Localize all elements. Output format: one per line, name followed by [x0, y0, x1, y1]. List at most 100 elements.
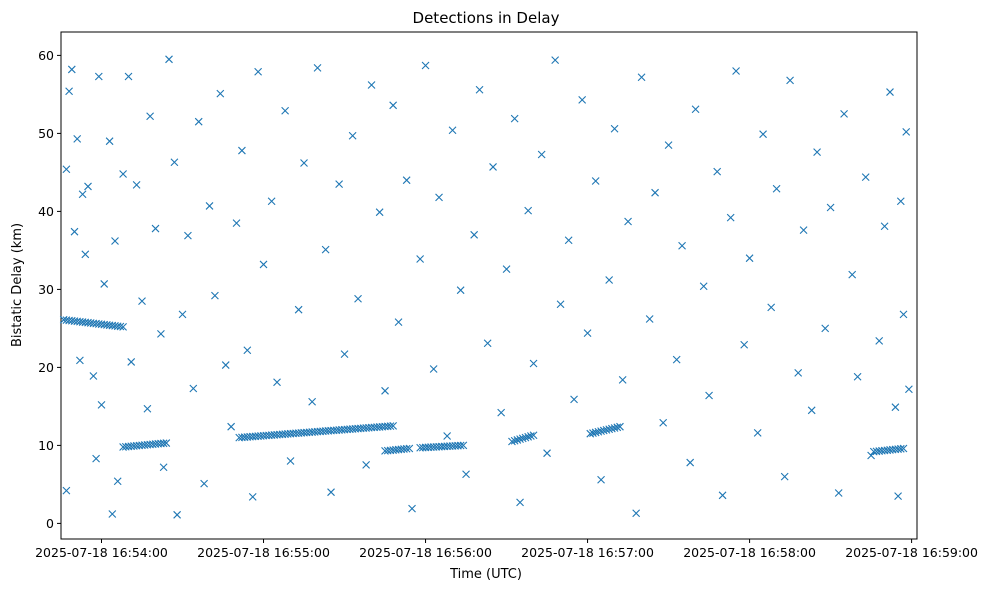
detection-point [591, 177, 600, 185]
detection-point [89, 372, 98, 380]
detection-point [880, 222, 889, 231]
detection-point [435, 193, 443, 202]
y-tick-label: 30 [38, 282, 54, 297]
detection-point [65, 87, 73, 96]
x-tick-label: 2025-07-18 16:56:00 [359, 545, 492, 560]
detection-point [861, 173, 870, 181]
detection-point [259, 260, 268, 269]
detection-point [216, 89, 225, 98]
detection-point [165, 55, 173, 64]
x-tick-label: 2025-07-18 16:59:00 [845, 545, 978, 560]
detection-point [238, 146, 246, 155]
detection-point [902, 127, 911, 136]
detection-point [211, 291, 219, 300]
detection-point [672, 355, 681, 364]
detection-point [470, 230, 479, 239]
detection-point [834, 489, 843, 497]
detection-point [151, 224, 160, 233]
detection-point [170, 158, 179, 167]
detection-point [113, 477, 122, 486]
detection-point [745, 254, 754, 263]
detection-point [651, 188, 659, 197]
detection-point [894, 492, 902, 500]
y-axis: 0 10 20 30 40 50 60 [38, 48, 61, 531]
detection-point [510, 114, 519, 123]
detection-point [408, 504, 416, 513]
detection-point [100, 280, 109, 288]
detection-point [899, 310, 908, 319]
detection-point [848, 270, 857, 279]
detection-point [327, 488, 335, 497]
detection-point [381, 386, 389, 395]
detection-point [794, 368, 803, 377]
detection-point [537, 150, 546, 159]
detection-point [813, 148, 821, 157]
detection-point [416, 255, 425, 263]
detection-point [718, 491, 727, 500]
detection-point [159, 463, 168, 472]
detection-point [308, 397, 317, 406]
detection-point [340, 350, 349, 359]
detection-point [645, 315, 654, 323]
plot-area [60, 31, 918, 540]
y-tick-label: 40 [38, 204, 54, 219]
detection-point [200, 479, 209, 488]
x-tick-label: 2025-07-18 16:54:00 [35, 545, 168, 560]
detection-point [429, 365, 438, 373]
detection-point [570, 395, 578, 404]
detection-point [659, 418, 668, 427]
detection-point [227, 422, 236, 431]
detection-point [321, 245, 330, 254]
detection-point [799, 226, 808, 235]
detection-point [772, 184, 781, 193]
track-detection-point [386, 422, 395, 430]
detection-point [367, 81, 376, 89]
detection-point [402, 176, 411, 185]
y-tick-label: 60 [38, 48, 54, 63]
track-detection-point [524, 432, 533, 441]
detection-point [732, 67, 740, 75]
track-detection-point [508, 437, 516, 446]
detection-point [678, 241, 686, 250]
detection-point [905, 385, 913, 394]
detection-point [448, 126, 457, 135]
detection-point [632, 509, 641, 518]
detection-point [483, 339, 492, 348]
track-detection-point [516, 435, 524, 444]
detection-point [221, 361, 230, 369]
detection-point [173, 510, 182, 519]
detection-point [254, 67, 263, 76]
detection-point [146, 112, 154, 121]
y-tick-label: 0 [46, 516, 54, 531]
detection-point [132, 180, 141, 189]
track-detection-point [521, 433, 530, 442]
detection-point [578, 95, 587, 104]
track-detection-point [119, 322, 127, 331]
track-detection-point [162, 439, 171, 447]
detection-point [826, 203, 835, 212]
detection-point [780, 472, 789, 481]
detection-point [610, 124, 619, 133]
detection-point [516, 498, 524, 507]
detection-point [267, 197, 276, 206]
detection-point [583, 329, 592, 337]
scatter-series [59, 55, 913, 519]
detection-point [205, 202, 214, 210]
track-detection-point [510, 436, 519, 445]
detection-point [248, 492, 257, 501]
detection-point [807, 406, 816, 415]
detection-point [62, 165, 71, 174]
x-tick-label: 2025-07-18 16:55:00 [197, 545, 330, 560]
detection-point [281, 106, 290, 115]
detection-point [194, 117, 203, 126]
y-axis-label: Bistatic Delay (km) [10, 223, 25, 347]
detection-point [726, 213, 735, 222]
detection-point [389, 101, 398, 110]
y-tick-label: 10 [38, 438, 54, 453]
detection-point [286, 457, 295, 465]
detection-point [759, 130, 767, 139]
detection-point [178, 310, 187, 319]
detection-point [294, 305, 303, 314]
detection-point [97, 400, 106, 409]
